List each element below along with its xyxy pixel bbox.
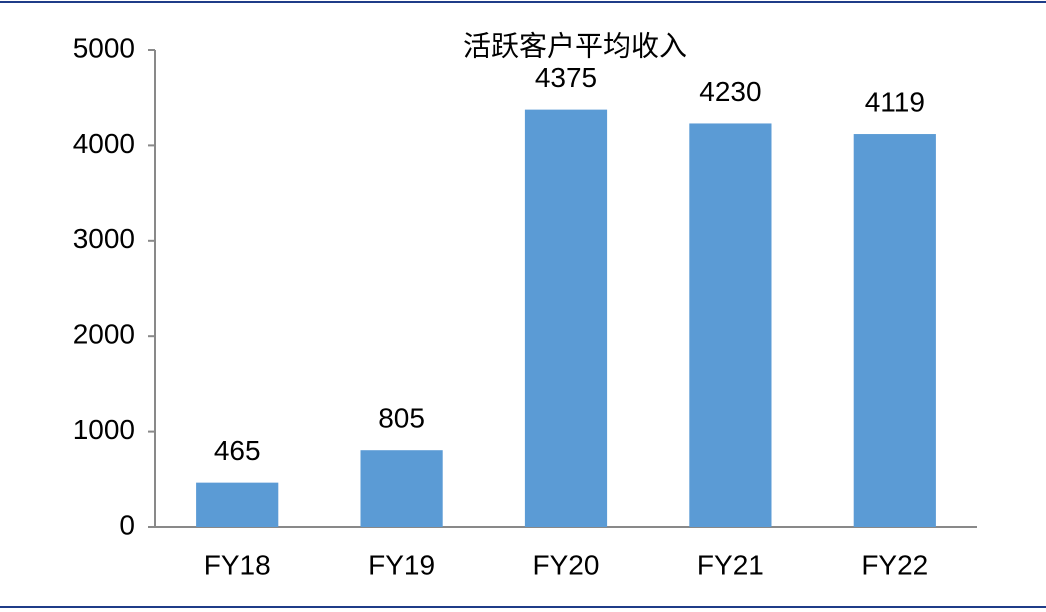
y-tick-label: 0: [119, 509, 135, 540]
y-tick-label: 3000: [73, 223, 135, 254]
bar: [196, 482, 279, 527]
bar: [524, 109, 608, 527]
chart-title: 活跃客户平均收入: [463, 30, 687, 61]
bar: [853, 134, 936, 527]
data-label: 465: [214, 435, 261, 466]
data-label: 4230: [699, 76, 761, 107]
x-tick-label: FY20: [533, 549, 600, 580]
x-tick-label: FY22: [861, 549, 928, 580]
y-tick-label: 1000: [73, 414, 135, 445]
data-label: 805: [378, 403, 425, 434]
data-label: 4375: [535, 62, 597, 93]
y-tick-label: 2000: [73, 319, 135, 350]
x-tick-label: FY18: [204, 549, 271, 580]
data-label: 4119: [865, 86, 925, 117]
y-tick-label: 4000: [73, 128, 135, 159]
y-tick-label: 5000: [73, 32, 135, 63]
bar: [360, 450, 443, 527]
x-tick-label: FY19: [368, 549, 435, 580]
bar: [689, 123, 772, 527]
x-tick-label: FY21: [697, 549, 764, 580]
